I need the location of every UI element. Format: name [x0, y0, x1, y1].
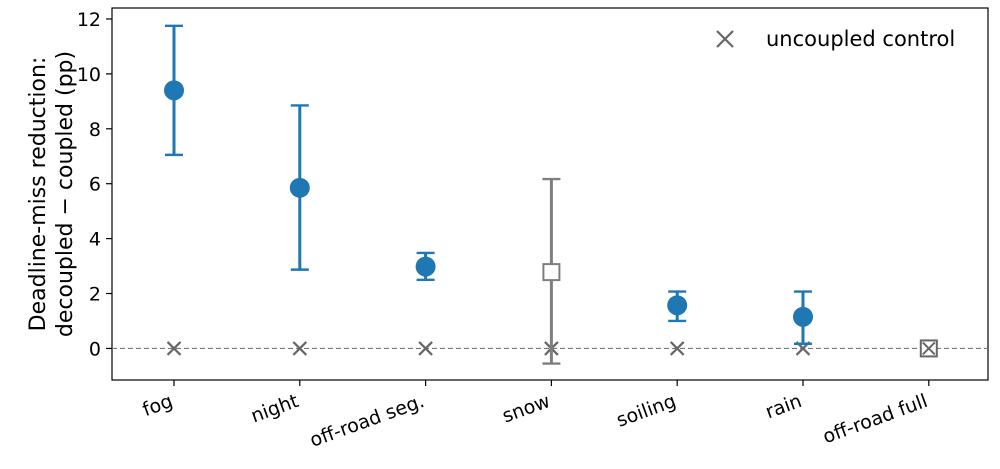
- control-x-stroke: [292, 341, 308, 356]
- y-tick-label: 0: [89, 338, 101, 360]
- control-x-stroke: [166, 341, 182, 356]
- y-axis: 0 2 4 6 8 10 12: [77, 9, 112, 360]
- y-axis-title-line-1: Deadline-miss reduction:: [26, 57, 51, 332]
- square-x-stroke: [922, 341, 936, 356]
- point-off-road-full: [919, 339, 938, 358]
- filled-circle-marker: [289, 177, 310, 198]
- plot-area: [111, 7, 989, 381]
- control-marker-fog: [166, 341, 182, 356]
- point-fog: [164, 24, 184, 157]
- x-tick-label-rain: rain: [763, 390, 805, 423]
- y-tick-label: 2: [89, 284, 101, 306]
- y-tick-label: 12: [77, 9, 101, 31]
- y-tick-label: 10: [77, 64, 101, 86]
- x-tick-label-off-road-full: off-road full: [820, 390, 931, 448]
- legend-x-icon: [716, 30, 734, 48]
- point-rain: [793, 290, 813, 345]
- control-marker-night: [292, 341, 308, 356]
- y-tick-label: 8: [89, 119, 101, 141]
- legend: uncoupled control: [716, 27, 955, 51]
- x-tick-label-fog: fog: [140, 390, 176, 421]
- control-x-stroke: [669, 341, 685, 356]
- filled-circle-marker: [667, 295, 688, 316]
- point-off-road-seg: [415, 251, 436, 281]
- x-tick-label-snow: snow: [499, 390, 553, 427]
- x-axis: fog night off-road seg. snow soiling rain off-…: [140, 380, 931, 452]
- y-tick-label: 4: [89, 229, 101, 251]
- control-marker-off-road-seg: [418, 341, 433, 356]
- open-square-marker: [542, 263, 561, 282]
- point-snow: [542, 177, 561, 365]
- plot-frame: [111, 7, 989, 381]
- filled-circle-marker: [415, 256, 436, 277]
- x-tick-label-night: night: [248, 390, 301, 427]
- control-x-stroke: [418, 341, 433, 356]
- filled-circle-marker: [793, 306, 813, 327]
- point-night: [289, 104, 310, 271]
- y-tick-label: 6: [89, 174, 101, 196]
- control-marker-soiling: [669, 341, 685, 356]
- filled-circle-marker: [164, 80, 184, 101]
- x-tick-label-off-road-seg: off-road seg.: [307, 390, 427, 452]
- series-markers: [164, 24, 938, 365]
- point-soiling: [667, 290, 688, 323]
- legend-label: uncoupled control: [766, 27, 955, 51]
- y-axis-title-line-2: decoupled − coupled (pp): [53, 51, 78, 337]
- x-tick-label-soiling: soiling: [614, 390, 679, 432]
